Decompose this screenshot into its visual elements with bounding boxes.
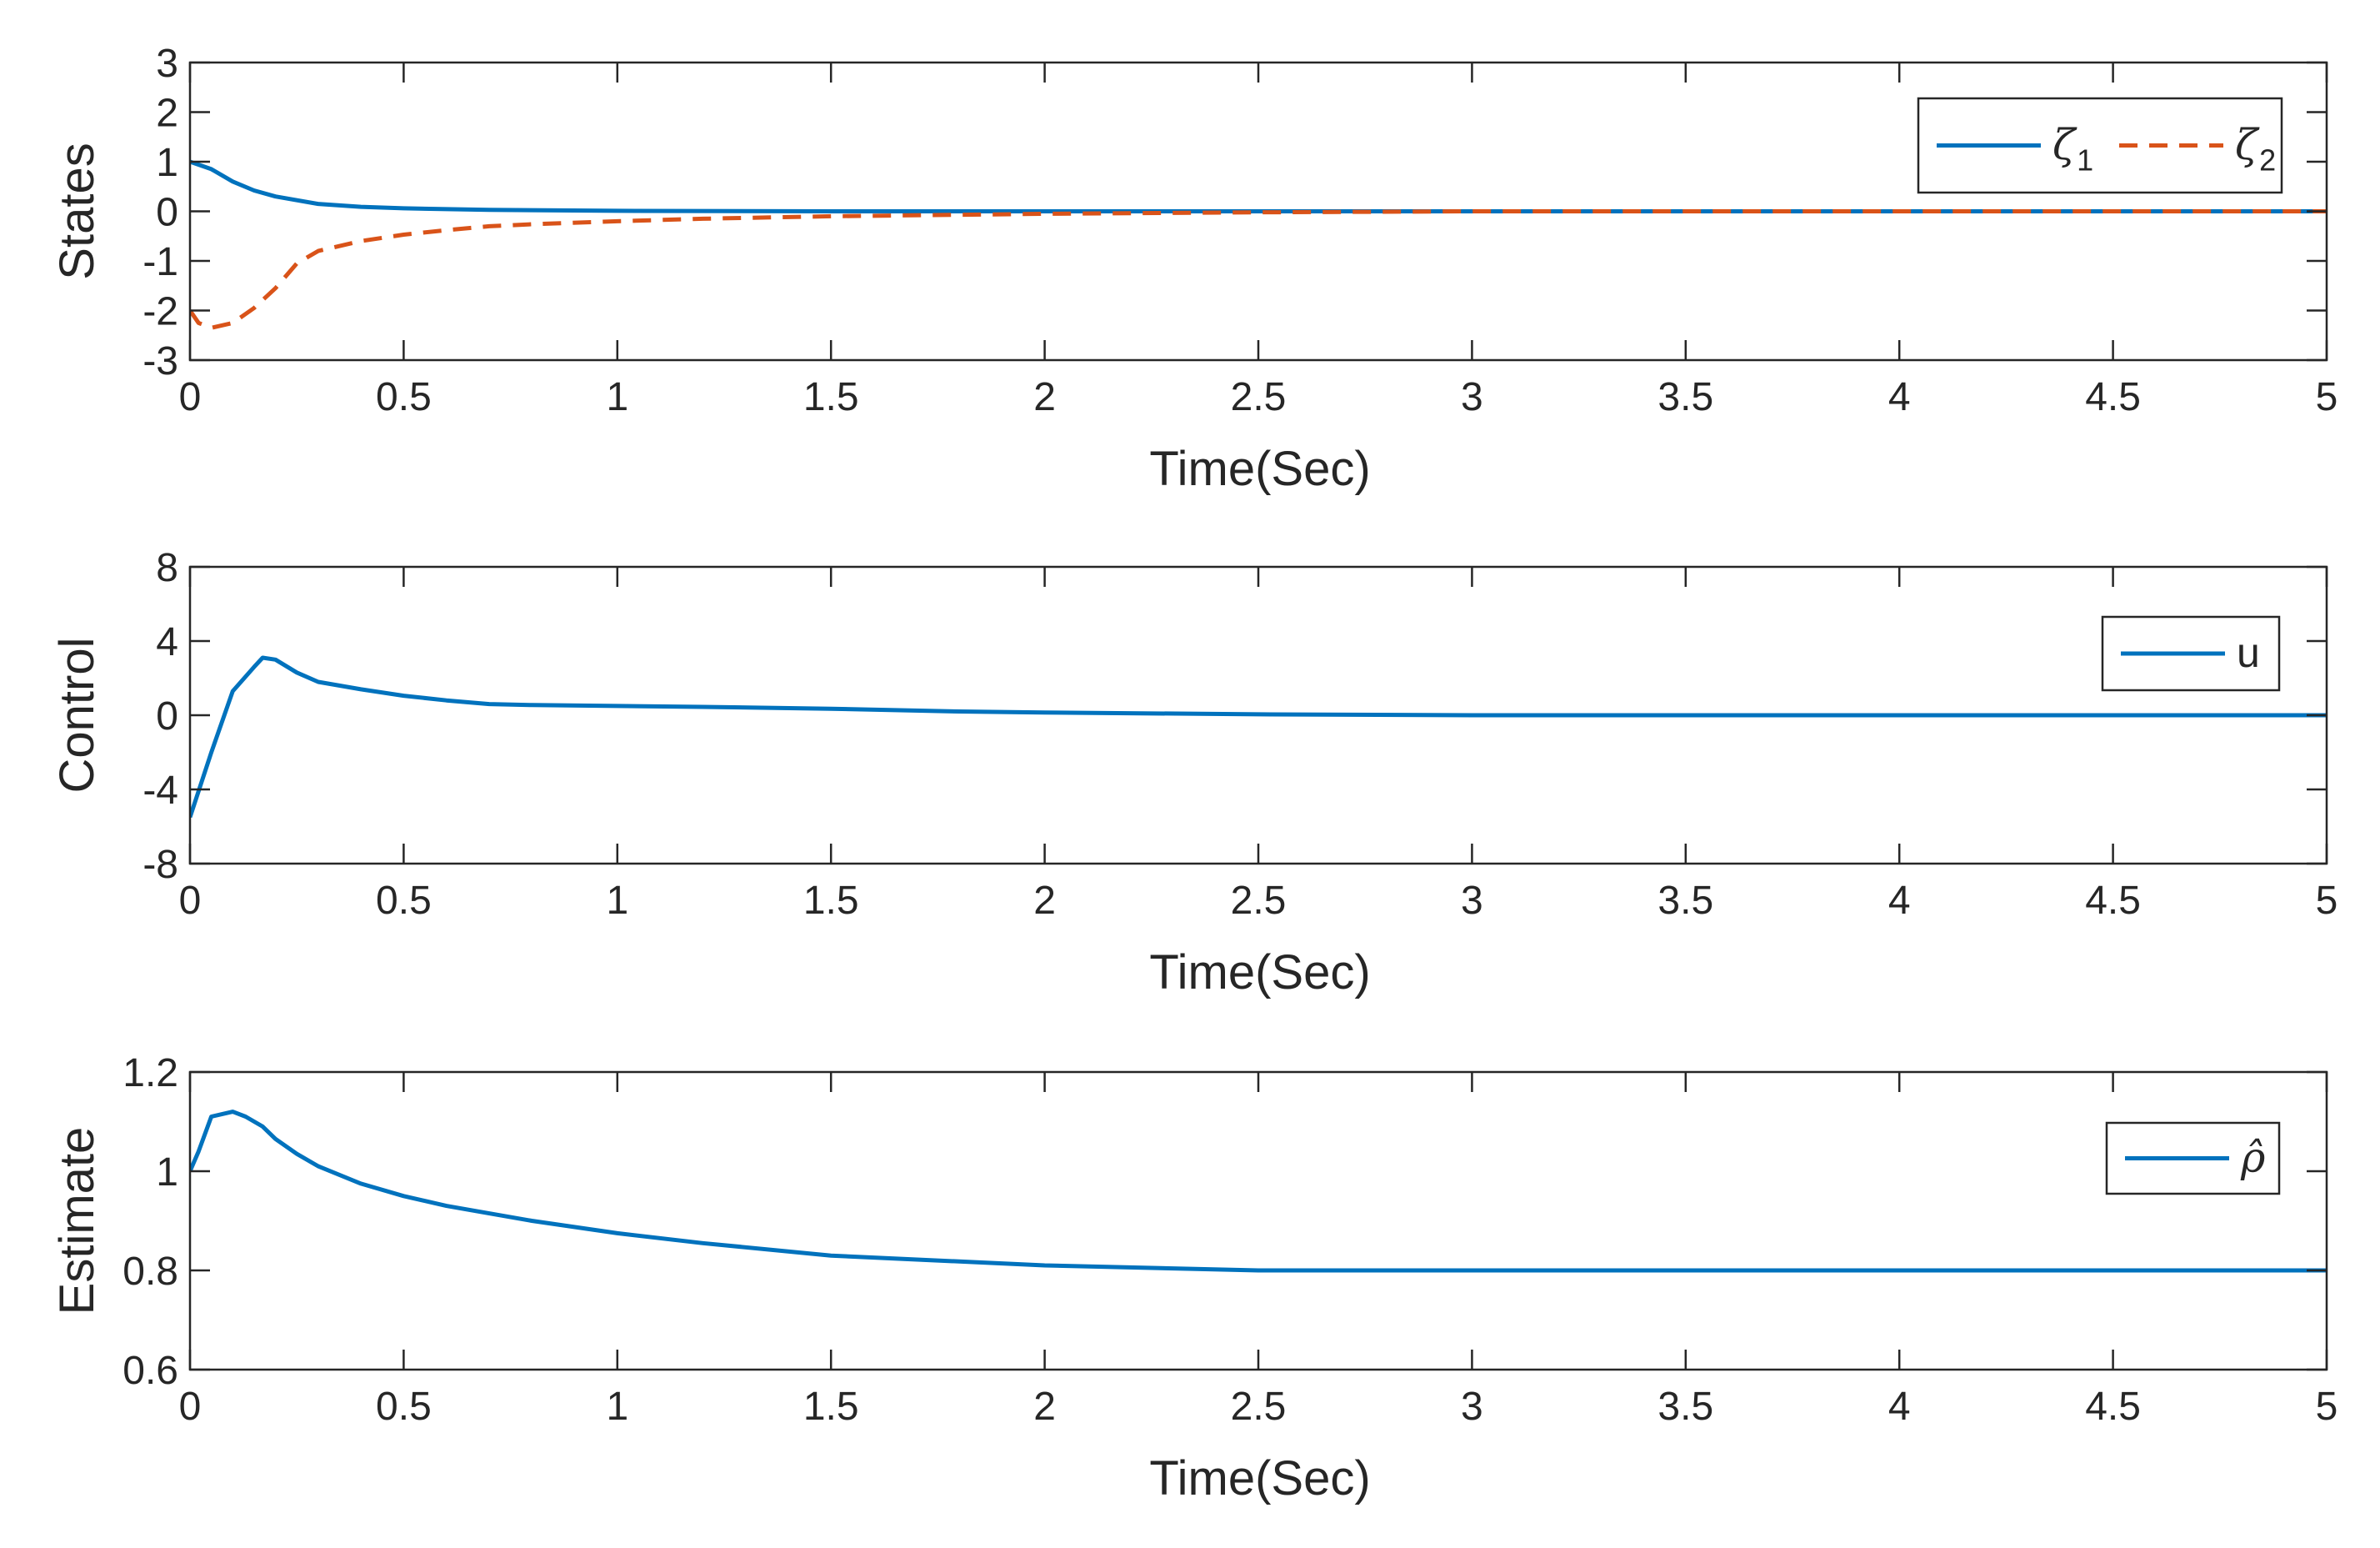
x-tick-label: 1 — [606, 879, 628, 923]
series-line-u — [190, 655, 2327, 819]
y-tick-label: -8 — [142, 843, 178, 887]
x-tick-label: 3 — [1461, 1385, 1483, 1429]
x-tick-label: 2.5 — [1231, 879, 1287, 923]
x-tick-label: 1 — [606, 375, 628, 419]
y-tick-label: 0 — [156, 694, 178, 739]
legend-entry-label: u — [2237, 629, 2260, 676]
legend-entry-label: ζ1 — [2052, 121, 2093, 178]
x-tick-label: 4.5 — [2085, 375, 2141, 419]
x-tick-label: 3.5 — [1658, 1385, 1713, 1429]
x-tick-label: 5 — [2316, 1385, 2338, 1429]
x-tick-label: 0.5 — [376, 879, 432, 923]
x-tick-label: 5 — [2316, 375, 2338, 419]
y-tick-label: 0.8 — [122, 1250, 178, 1294]
y-tick-label: 1 — [156, 141, 178, 185]
x-tick-label: 5 — [2316, 879, 2338, 923]
y-tick-label: 0.6 — [122, 1349, 178, 1393]
y-tick-label: 3 — [156, 42, 178, 86]
y-axis-label: Control — [50, 638, 104, 794]
x-tick-label: 4.5 — [2085, 879, 2141, 923]
x-tick-label: 2 — [1033, 1385, 1056, 1429]
x-tick-label: 0 — [179, 1385, 202, 1429]
x-tick-label: 2.5 — [1231, 1385, 1287, 1429]
x-tick-label: 3.5 — [1658, 879, 1713, 923]
y-tick-label: 1.2 — [122, 1051, 178, 1095]
y-tick-label: -3 — [142, 339, 178, 383]
control-panel: 0 0.5 1 1.5 2 2.5 3 3.5 4 4.5 5 -8 -4 0 4 8 Time(Sec) Con… — [50, 546, 2338, 999]
x-tick-label: 4 — [1888, 1385, 1911, 1429]
legend-entry-label: ρ̂ — [2240, 1134, 2266, 1182]
series-line-zeta-2 — [190, 209, 2327, 330]
legend: ζ1 ζ2 — [1917, 97, 2283, 194]
estimate-panel: 0 0.5 1 1.5 2 2.5 3 3.5 4 4.5 5 0.6 0.8 1 1.2 Time(Sec)… — [50, 1051, 2338, 1505]
series-line-rho-hat — [190, 1110, 2327, 1273]
x-tick-label: 2 — [1033, 879, 1056, 923]
y-axis-label: States — [50, 143, 104, 279]
legend: ρ̂ — [2105, 1121, 2281, 1195]
y-tick-label: -1 — [142, 240, 178, 284]
x-tick-label: 1.5 — [803, 375, 859, 419]
legend-entry-label: ζ2 — [2235, 121, 2276, 178]
y-tick-label: 8 — [156, 546, 178, 590]
x-tick-label: 0.5 — [376, 1385, 432, 1429]
x-tick-label: 3.5 — [1658, 375, 1713, 419]
x-tick-label: 2.5 — [1231, 375, 1287, 419]
y-tick-label: 0 — [156, 191, 178, 235]
legend: u — [2101, 615, 2281, 692]
x-tick-label: 4.5 — [2085, 1385, 2141, 1429]
x-tick-label: 2 — [1033, 375, 1056, 419]
x-tick-label: 4 — [1888, 879, 1911, 923]
y-tick-label: 1 — [156, 1150, 178, 1195]
x-tick-label: 1 — [606, 1385, 628, 1429]
x-tick-label: 3 — [1461, 375, 1483, 419]
y-axis-label: Estimate — [50, 1127, 104, 1315]
axes-box — [188, 1070, 2328, 1371]
y-tick-label: -2 — [142, 290, 178, 334]
x-tick-label: 0 — [179, 879, 202, 923]
x-axis-label: Time(Sec) — [1149, 1451, 1370, 1505]
y-tick-label: 2 — [156, 92, 178, 136]
states-panel: 0 0.5 1 1.5 2 2.5 3 3.5 4 4.5 5 -3 -2 -1 0 1 2 3 Time(Sec)… — [50, 42, 2338, 496]
x-tick-label: 4 — [1888, 375, 1911, 419]
x-axis-label: Time(Sec) — [1149, 945, 1370, 999]
x-tick-label: 3 — [1461, 879, 1483, 923]
x-tick-label: 1.5 — [803, 1385, 859, 1429]
x-tick-label: 1.5 — [803, 879, 859, 923]
x-tick-label: 0.5 — [376, 375, 432, 419]
y-tick-label: -4 — [142, 769, 178, 813]
y-tick-label: 4 — [156, 620, 178, 664]
x-tick-label: 0 — [179, 375, 202, 419]
x-axis-label: Time(Sec) — [1149, 442, 1370, 496]
